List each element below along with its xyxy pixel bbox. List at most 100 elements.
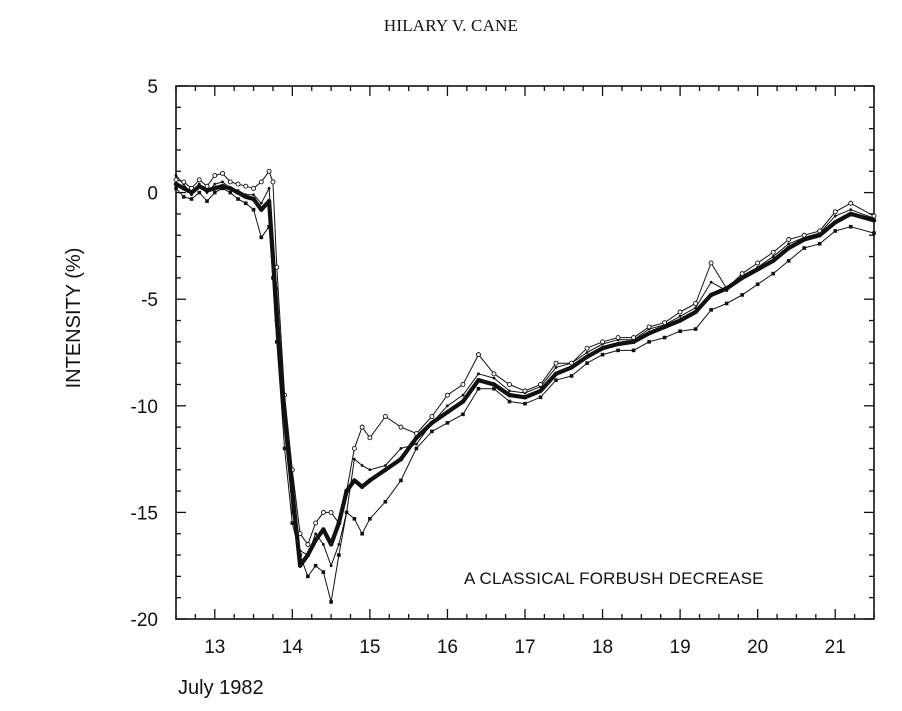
x-tick-label: 14 <box>282 637 304 658</box>
series-2-point <box>801 232 807 238</box>
series-4-point <box>267 186 271 190</box>
series-3-point <box>251 207 256 212</box>
series-3-point <box>228 190 233 195</box>
series-2-point <box>770 249 776 255</box>
series-1-point <box>817 233 822 238</box>
series-4-point <box>213 182 217 186</box>
series-2-point <box>173 177 179 183</box>
series-2-point <box>359 424 365 430</box>
series-3-point <box>306 574 310 579</box>
series-1-point <box>220 184 225 189</box>
series-3-point <box>678 329 682 333</box>
y-axis-title: INTENSITY (%) <box>63 248 85 389</box>
series-1-point <box>445 409 450 415</box>
x-tick-label: 20 <box>747 637 768 658</box>
series-1-point <box>600 346 605 351</box>
series-2-point <box>600 339 606 345</box>
series-1-point <box>313 537 318 543</box>
x-axis-title: July 1982 <box>178 677 264 699</box>
series-3-point <box>461 412 465 417</box>
series-3-point <box>616 348 620 353</box>
series-3-point <box>600 352 605 357</box>
series-1-point <box>507 392 512 398</box>
series-3-point <box>197 190 202 195</box>
series-1-point <box>336 520 342 526</box>
series-4-point <box>314 532 317 536</box>
series-3-point <box>771 271 775 276</box>
series-1-point <box>724 286 729 291</box>
series-2-point <box>538 382 543 387</box>
series-1-point <box>646 331 652 336</box>
series-layer <box>173 168 877 604</box>
series-3-point <box>569 374 574 378</box>
series-2-point <box>227 179 233 185</box>
series-1-point <box>398 456 404 462</box>
series-1-point <box>383 467 388 472</box>
series-2-point <box>693 301 699 306</box>
series-3-point <box>399 478 403 483</box>
series-3-point <box>445 421 450 425</box>
series-2-point <box>755 260 761 266</box>
series-4-point <box>771 255 775 258</box>
series-1-point <box>344 488 349 494</box>
series-2-point <box>476 352 481 358</box>
series-3-point <box>786 259 791 263</box>
series-2-point <box>871 213 877 219</box>
series-4-point <box>508 389 511 393</box>
series-1-point <box>522 395 528 400</box>
x-tick-label: 19 <box>670 637 691 658</box>
series-1-point <box>352 478 357 483</box>
series-1-point <box>204 188 210 193</box>
series-3-point <box>181 195 186 199</box>
series-1-point <box>871 218 877 223</box>
series-1-point <box>297 563 303 568</box>
series-4-point <box>461 393 465 397</box>
series-3-point <box>259 235 264 240</box>
series-3-point <box>554 378 558 383</box>
series-3-point <box>321 570 326 574</box>
series-2-point <box>243 183 249 189</box>
series-3-point <box>476 386 481 391</box>
series-4-point <box>252 193 255 197</box>
series-3-point <box>662 335 667 340</box>
series-2-point <box>786 237 792 242</box>
series-3-point <box>236 197 240 201</box>
series-3-point <box>383 499 388 504</box>
series-1-point <box>631 339 636 345</box>
series-1-point <box>235 190 241 195</box>
series-4-point <box>329 564 333 568</box>
series-4-point <box>352 457 356 461</box>
series-1-point <box>270 254 276 259</box>
series-2-point <box>313 520 319 526</box>
chart-annotation: A CLASSICAL FORBUSH DECREASE <box>464 569 764 588</box>
series-1-point <box>833 220 838 225</box>
y-tick-labels: 5 0 -5 -10 -15 -20 <box>131 77 158 631</box>
series-1-point <box>414 435 419 440</box>
series-1-point <box>476 378 481 383</box>
series-4-point <box>678 314 682 318</box>
series-1-point <box>662 324 667 330</box>
series-4-point <box>709 280 713 284</box>
series-1-point <box>538 388 543 394</box>
series-2-point <box>522 388 528 394</box>
series-1-point <box>228 186 233 191</box>
series-4-point <box>384 464 387 467</box>
series-1-point <box>615 341 621 347</box>
series-4-point <box>849 208 853 212</box>
series-3-point <box>189 197 194 201</box>
series-4-point <box>399 447 403 450</box>
series-4-point <box>585 351 589 354</box>
series-1-point <box>553 371 559 377</box>
series-2-point <box>328 509 334 515</box>
series-2-point <box>677 309 683 315</box>
series-2-point <box>181 179 187 185</box>
series-2-point <box>848 200 854 206</box>
series-1-point <box>429 420 435 426</box>
series-2-point <box>305 541 311 547</box>
series-1-point <box>460 399 466 404</box>
series-3-point <box>492 386 496 391</box>
y-tick-label: 0 <box>147 184 158 205</box>
series-2-point <box>398 424 404 430</box>
series-4-point <box>259 201 263 205</box>
